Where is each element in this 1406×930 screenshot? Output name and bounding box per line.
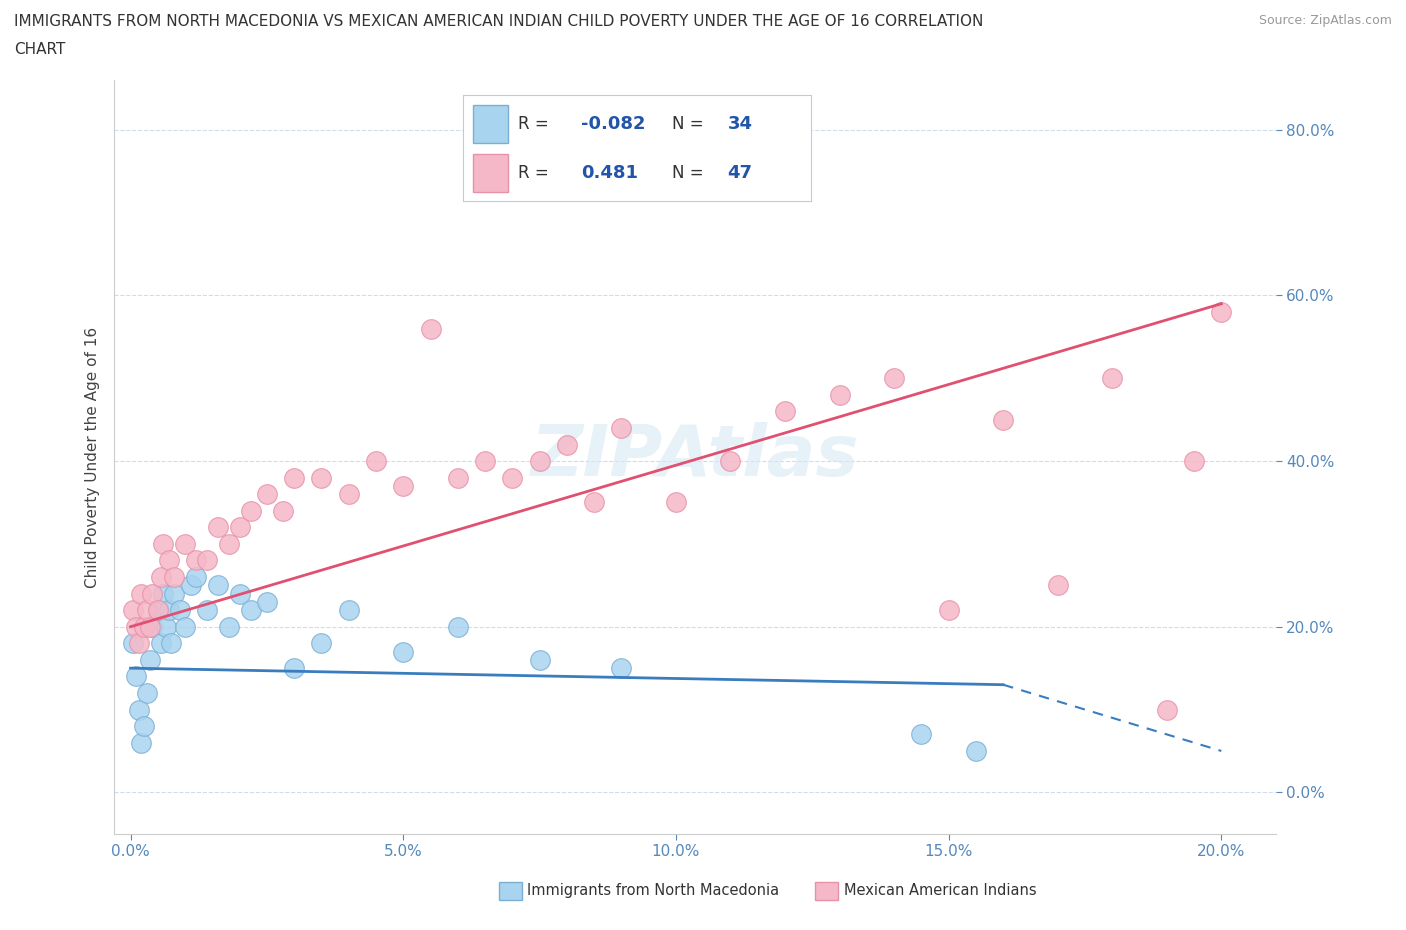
Point [135, 603, 157, 618]
Point [474, 454, 496, 469]
Point [364, 454, 387, 469]
Y-axis label: Child Poverty Under the Age of 16: Child Poverty Under the Age of 16 [86, 326, 100, 588]
Point [271, 503, 294, 518]
Point [184, 569, 207, 584]
Point [184, 553, 207, 568]
Text: CHART: CHART [14, 42, 66, 57]
Point [125, 619, 148, 634]
Point [149, 569, 172, 584]
Point [157, 603, 180, 618]
Point [135, 685, 157, 700]
Point [773, 404, 796, 418]
Point [141, 586, 163, 601]
Text: Source: ZipAtlas.com: Source: ZipAtlas.com [1258, 14, 1392, 27]
Point [228, 586, 250, 601]
Point [883, 371, 905, 386]
Point [218, 537, 240, 551]
Point [529, 454, 551, 469]
Point [122, 636, 145, 651]
Point [283, 471, 305, 485]
Point [218, 619, 240, 634]
Point [128, 636, 150, 651]
Point [122, 603, 145, 618]
Point [1156, 702, 1178, 717]
Point [311, 471, 333, 485]
Point [991, 412, 1014, 427]
Point [337, 486, 360, 501]
Point [174, 619, 197, 634]
Point [447, 471, 470, 485]
Point [665, 495, 688, 510]
Point [146, 603, 169, 618]
Point [131, 736, 153, 751]
Point [965, 743, 987, 758]
Point [720, 454, 742, 469]
Point [149, 636, 172, 651]
Point [134, 619, 156, 634]
Point [131, 586, 153, 601]
Point [529, 653, 551, 668]
Point [157, 553, 180, 568]
Text: ZIPAtlas: ZIPAtlas [531, 422, 859, 491]
Point [447, 619, 470, 634]
Point [134, 719, 156, 734]
Point [207, 578, 229, 592]
Point [138, 619, 160, 634]
Point [160, 636, 183, 651]
Point [583, 495, 606, 510]
Point [207, 520, 229, 535]
Point [419, 321, 441, 336]
Point [392, 479, 415, 494]
Point [169, 603, 191, 618]
Point [311, 636, 333, 651]
Text: Mexican American Indians: Mexican American Indians [844, 884, 1036, 898]
Point [501, 471, 523, 485]
Point [195, 603, 218, 618]
Point [283, 660, 305, 675]
Point [163, 569, 186, 584]
Point [910, 727, 932, 742]
Point [239, 503, 262, 518]
Point [180, 578, 202, 592]
Point [256, 486, 278, 501]
Point [828, 388, 851, 403]
Point [141, 619, 163, 634]
Point [195, 553, 218, 568]
Point [392, 644, 415, 659]
Point [163, 586, 186, 601]
Point [152, 586, 174, 601]
Point [155, 619, 177, 634]
Point [1211, 304, 1233, 319]
Text: IMMIGRANTS FROM NORTH MACEDONIA VS MEXICAN AMERICAN INDIAN CHILD POVERTY UNDER T: IMMIGRANTS FROM NORTH MACEDONIA VS MEXIC… [14, 14, 983, 29]
Point [146, 603, 169, 618]
Point [610, 420, 633, 435]
Point [610, 660, 633, 675]
Point [938, 603, 960, 618]
Point [1182, 454, 1205, 469]
Point [152, 537, 174, 551]
Point [256, 594, 278, 609]
Point [128, 702, 150, 717]
Point [1101, 371, 1123, 386]
Point [138, 653, 160, 668]
Point [337, 603, 360, 618]
Point [1046, 578, 1069, 592]
Point [125, 669, 148, 684]
Point [239, 603, 262, 618]
Point [228, 520, 250, 535]
Point [555, 437, 578, 452]
Point [174, 537, 197, 551]
Text: Immigrants from North Macedonia: Immigrants from North Macedonia [527, 884, 779, 898]
